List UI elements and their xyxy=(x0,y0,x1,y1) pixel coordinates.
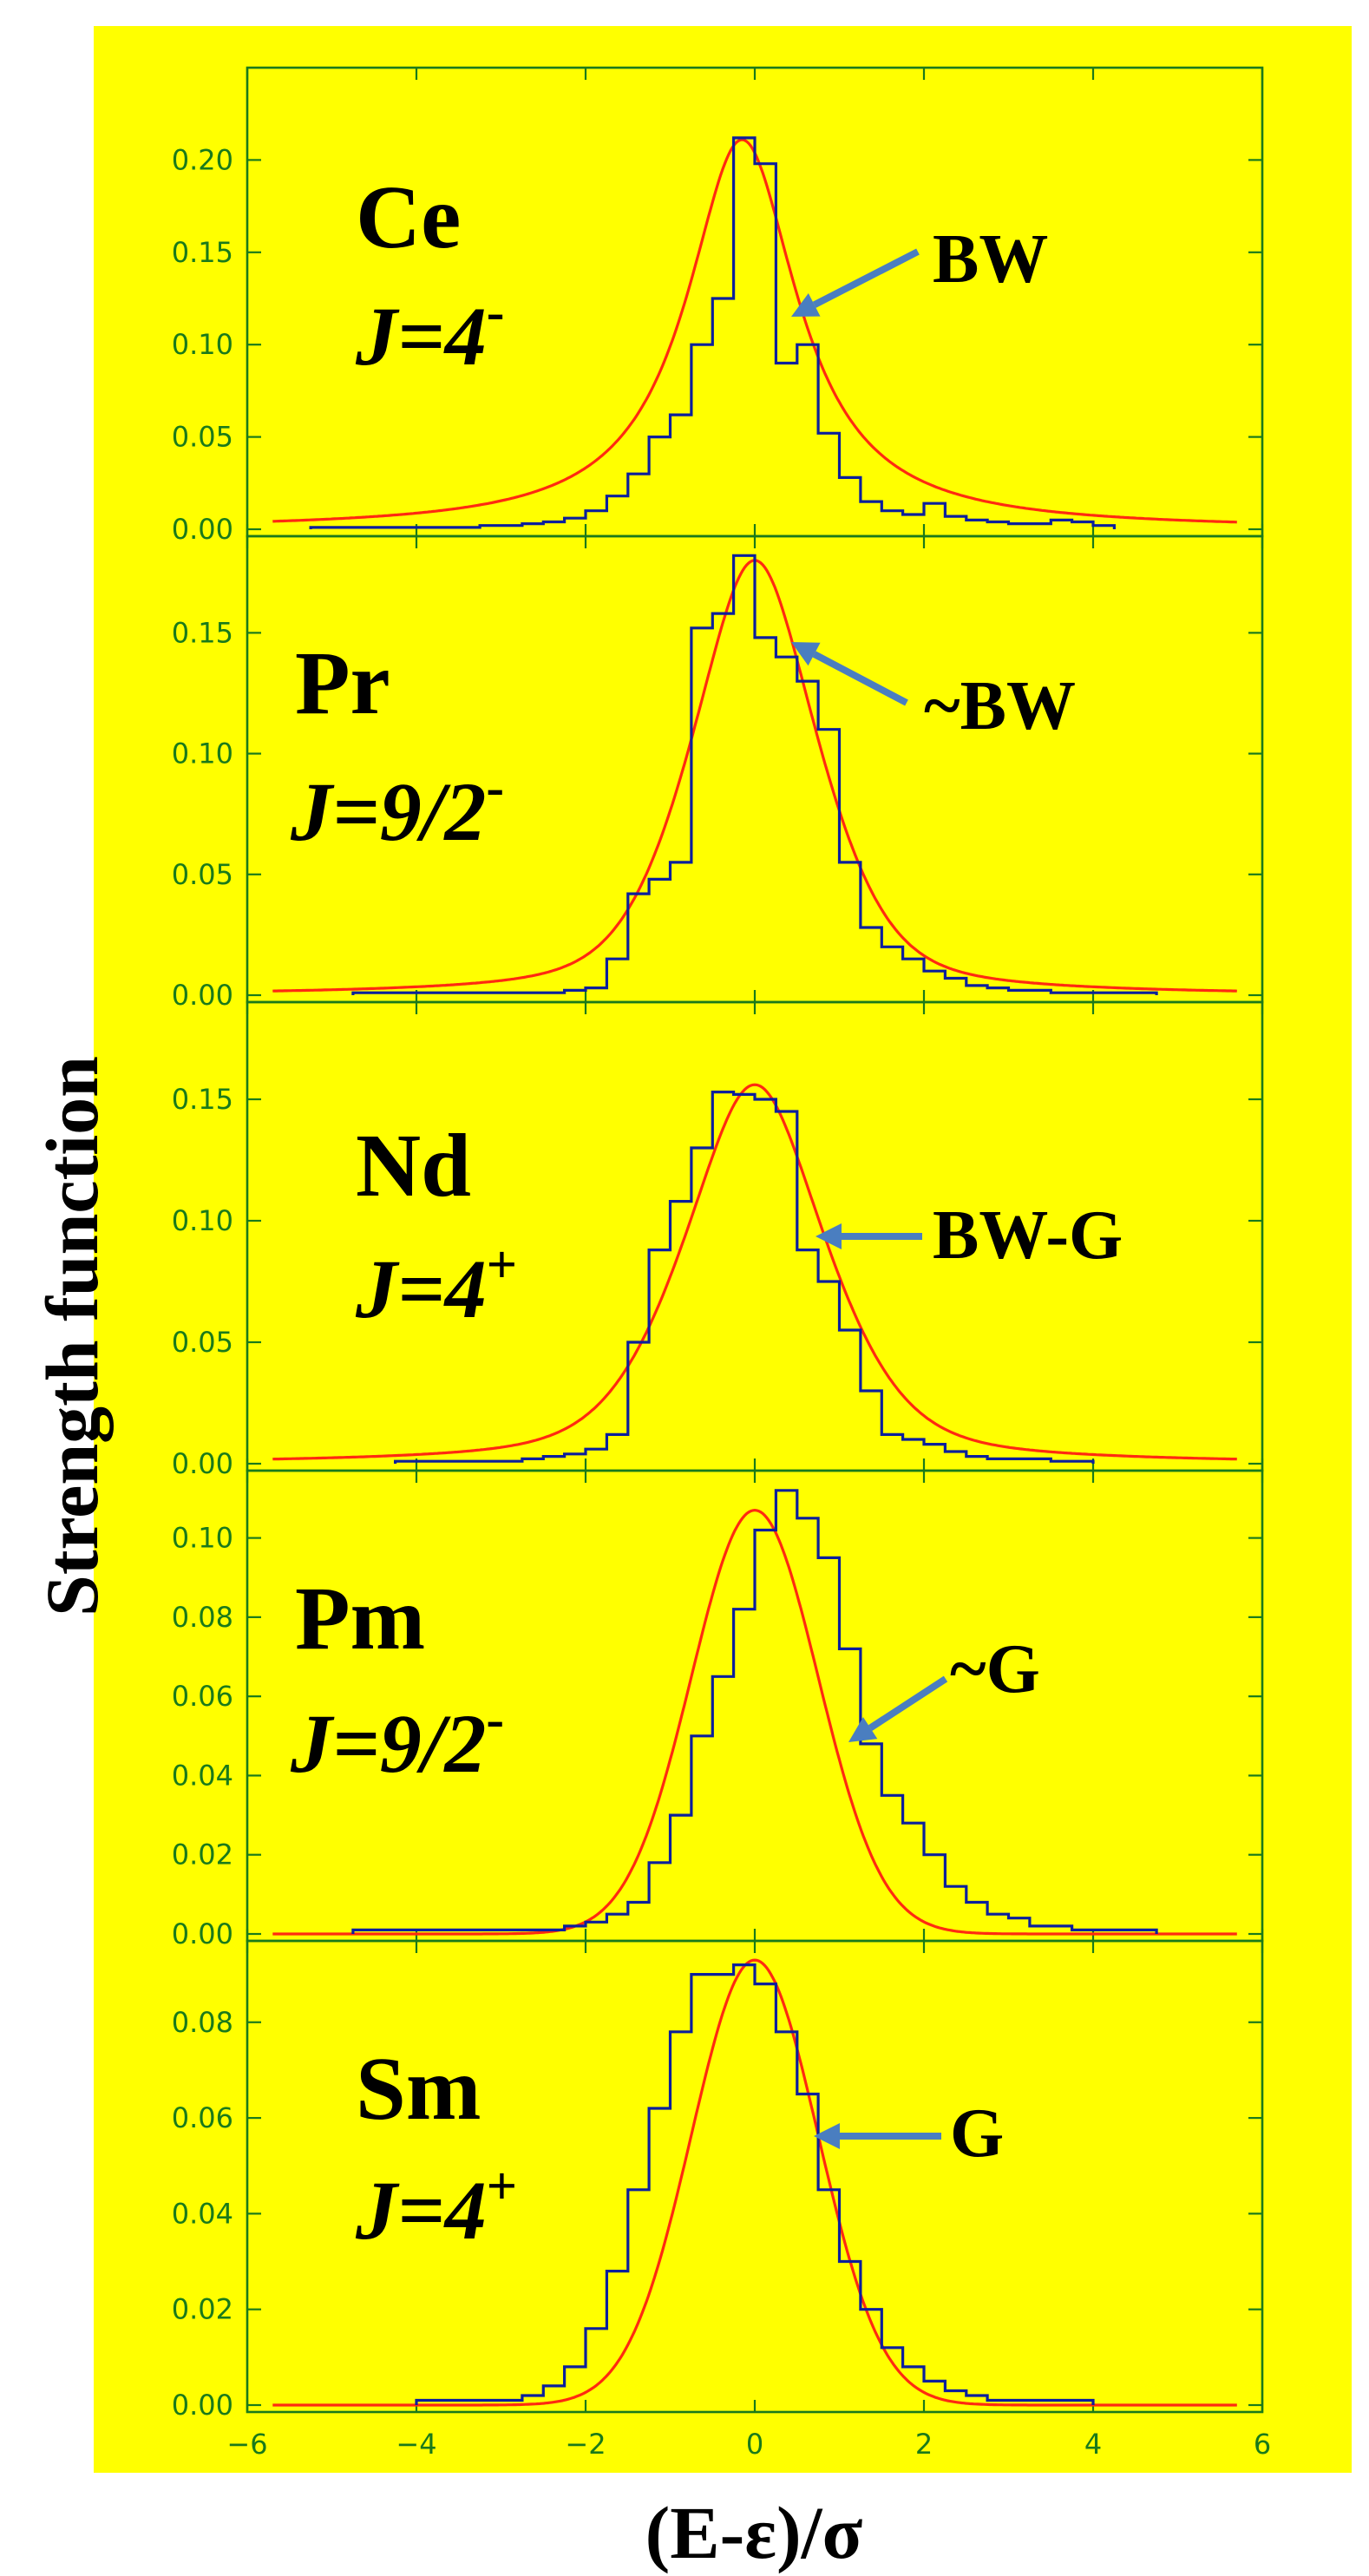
y-tick-label: 0.15 xyxy=(172,1083,233,1116)
element-label: Pm xyxy=(295,1569,425,1668)
annotation-arrow xyxy=(812,248,920,308)
y-tick-label: 0.05 xyxy=(172,858,233,891)
parity-superscript: + xyxy=(487,1236,517,1295)
y-axis-label: Strength function xyxy=(30,1056,114,1616)
x-tick-label: −4 xyxy=(396,2428,436,2461)
annotation-arrow-head xyxy=(816,1223,842,1249)
annotation-arrow-head xyxy=(814,2123,840,2149)
y-tick-label: 0.20 xyxy=(172,143,233,176)
annotation-label: ~BW xyxy=(924,668,1076,744)
y-tick-label: 0.08 xyxy=(172,2006,233,2039)
y-tick-label: 0.10 xyxy=(172,1204,233,1237)
y-tick-label: 0.10 xyxy=(172,328,233,361)
annotation-label: G xyxy=(950,2095,1004,2172)
fit-curve xyxy=(272,1958,1237,2407)
y-tick-label: 0.10 xyxy=(172,1522,233,1555)
y-tick-label: 0.04 xyxy=(172,2197,233,2230)
x-tick-label: 0 xyxy=(746,2428,763,2461)
annotation-arrow xyxy=(868,1675,948,1731)
fit-curve xyxy=(272,1083,1237,1461)
y-tick-label: 0.05 xyxy=(172,421,233,454)
y-tick-label: 0.15 xyxy=(172,236,233,269)
annotation-arrow xyxy=(812,651,908,706)
element-label: Ce xyxy=(356,167,461,267)
annotation-arrow-head xyxy=(791,292,821,317)
x-tick-label: −6 xyxy=(226,2428,267,2461)
y-tick-label: 0.08 xyxy=(172,1601,233,1634)
annotation-label: BW xyxy=(933,221,1048,298)
annotation-arrow-head xyxy=(791,642,821,666)
element-label: Nd xyxy=(356,1116,471,1216)
annotation-arrow-head xyxy=(848,1717,878,1742)
x-tick-label: 2 xyxy=(915,2428,933,2461)
x-tick-label: 4 xyxy=(1084,2428,1102,2461)
parity-superscript: - xyxy=(487,283,505,342)
element-label: Pr xyxy=(295,633,390,733)
y-tick-label: 0.05 xyxy=(172,1326,233,1359)
histogram xyxy=(351,554,1158,995)
y-tick-label: 0.02 xyxy=(172,1839,233,1871)
histogram xyxy=(351,1489,1158,1934)
element-label: Sm xyxy=(356,2039,481,2139)
parity-superscript: + xyxy=(487,2157,517,2216)
annotation-label: ~G xyxy=(950,1631,1040,1708)
parity-superscript: - xyxy=(486,1690,504,1749)
y-tick-label: 0.02 xyxy=(172,2293,233,2326)
figure-background xyxy=(94,26,1352,2473)
x-axis: −6 −4 −2 0 2 4 6 xyxy=(226,2428,1271,2461)
x-tick-label: −2 xyxy=(565,2428,606,2461)
y-tick-label: 0.15 xyxy=(172,616,233,649)
histogram xyxy=(415,1963,1095,2405)
y-tick-label: 0.00 xyxy=(172,1447,233,1480)
y-tick-label: 0.06 xyxy=(172,1680,233,1713)
y-tick-label: 0.00 xyxy=(172,1917,233,1950)
y-tick-label: 0.00 xyxy=(172,513,233,546)
spin-label: J=9/2- xyxy=(290,1690,504,1790)
y-tick-label: 0.10 xyxy=(172,737,233,770)
panel-ce: 0.00 0.05 0.10 0.15 0.20 Ce J=4- BW xyxy=(172,66,1264,546)
fit-curve xyxy=(272,1508,1237,1936)
panel-pr: 0.00 0.05 0.10 0.15 Pr J=9/2- ~BW xyxy=(172,534,1264,1012)
panels-group: 0.00 0.05 0.10 0.15 0.20 Ce J=4- BW 0.00 0.05 0.10… xyxy=(172,66,1264,2422)
x-axis-label: (E-ε)/σ xyxy=(645,2491,863,2574)
x-tick-label: 6 xyxy=(1254,2428,1271,2461)
annotation-label: BW-G xyxy=(933,1197,1123,1274)
spin-label: J=4- xyxy=(355,283,504,383)
parity-superscript: - xyxy=(486,758,504,817)
y-tick-label: 0.04 xyxy=(172,1759,233,1792)
y-tick-label: 0.00 xyxy=(172,2389,233,2422)
spin-label: J=9/2- xyxy=(290,758,504,858)
panel-pm: 0.00 0.02 0.04 0.06 0.08 0.10 Pm J=9/2- ~G xyxy=(172,1469,1264,1950)
y-tick-label: 0.00 xyxy=(172,979,233,1012)
histogram xyxy=(394,1091,1095,1464)
histogram xyxy=(309,136,1116,529)
y-tick-label: 0.06 xyxy=(172,2101,233,2134)
